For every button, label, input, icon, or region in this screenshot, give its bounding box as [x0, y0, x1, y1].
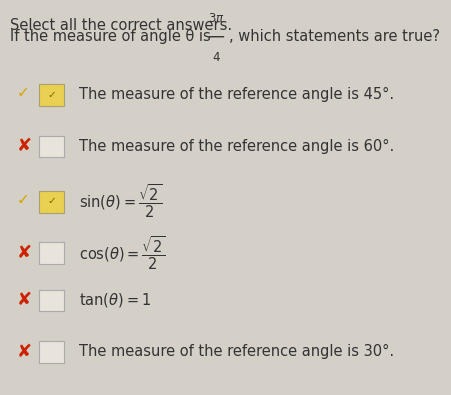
- FancyBboxPatch shape: [40, 85, 64, 106]
- Text: ✓: ✓: [17, 85, 30, 100]
- Text: $\cos(\theta) = \dfrac{\sqrt{2}}{2}$: $\cos(\theta) = \dfrac{\sqrt{2}}{2}$: [79, 234, 166, 271]
- Text: Select all the correct answers.: Select all the correct answers.: [10, 18, 232, 33]
- FancyBboxPatch shape: [40, 136, 64, 158]
- Text: $\sin(\theta) = \dfrac{\sqrt{2}}{2}$: $\sin(\theta) = \dfrac{\sqrt{2}}{2}$: [79, 183, 162, 220]
- Text: The measure of the reference angle is 45°.: The measure of the reference angle is 45…: [79, 87, 394, 102]
- Text: ✘: ✘: [17, 137, 32, 155]
- FancyBboxPatch shape: [40, 191, 64, 213]
- Text: ✘: ✘: [17, 291, 32, 309]
- FancyBboxPatch shape: [40, 243, 64, 264]
- Text: The measure of the reference angle is 30°.: The measure of the reference angle is 30…: [79, 344, 394, 359]
- Text: If the measure of angle θ is: If the measure of angle θ is: [10, 30, 211, 45]
- Text: $3\pi$: $3\pi$: [208, 12, 225, 25]
- Text: ✓: ✓: [47, 90, 56, 100]
- Text: The measure of the reference angle is 60°.: The measure of the reference angle is 60…: [79, 139, 394, 154]
- FancyBboxPatch shape: [40, 341, 64, 363]
- Text: $\tan(\theta) = 1$: $\tan(\theta) = 1$: [79, 291, 151, 309]
- Text: ✘: ✘: [17, 342, 32, 361]
- FancyBboxPatch shape: [40, 290, 64, 312]
- Text: ✘: ✘: [17, 244, 32, 262]
- Text: , which statements are true?: , which statements are true?: [229, 30, 440, 45]
- Text: ✓: ✓: [17, 192, 30, 207]
- Text: $4$: $4$: [212, 51, 221, 64]
- Text: ✓: ✓: [47, 196, 56, 207]
